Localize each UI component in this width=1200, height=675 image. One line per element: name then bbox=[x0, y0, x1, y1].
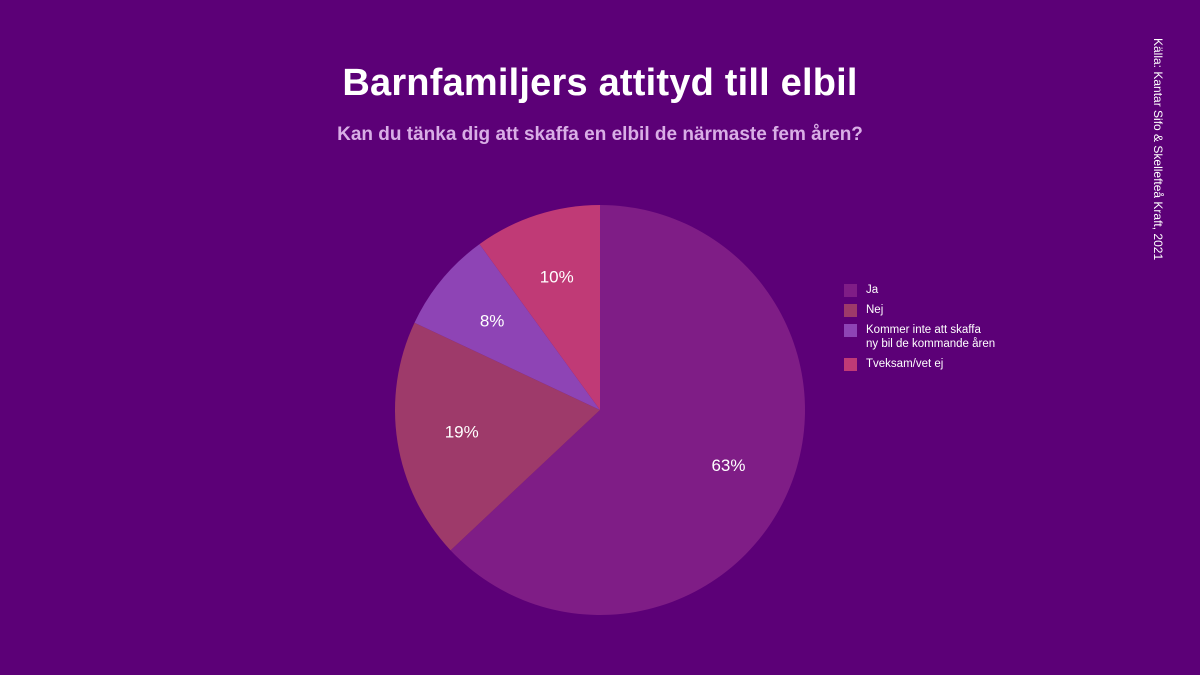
pie-slice-3 bbox=[479, 205, 600, 410]
legend-label: Tveksam/vet ej bbox=[866, 358, 944, 370]
legend-label: Nej bbox=[866, 304, 884, 316]
legend-label: Ja bbox=[866, 284, 879, 296]
legend-item-ja: Ja bbox=[844, 283, 1044, 297]
legend-swatch bbox=[844, 304, 857, 317]
legend-item-kommer-inte: Kommer inte att skaffa ny bil de kommand… bbox=[844, 323, 1044, 351]
legend-label: Kommer inte att skaffa ny bil de kommand… bbox=[866, 324, 996, 350]
slice-data-label-1: 19% bbox=[445, 422, 479, 441]
slice-data-label-3: 10% bbox=[540, 267, 574, 286]
pie-slice-2 bbox=[414, 244, 600, 410]
pie-slice-0 bbox=[450, 205, 806, 615]
slice-data-label-2: 8% bbox=[480, 311, 505, 330]
legend: Ja Nej Kommer inte att skaffa ny bil de … bbox=[844, 283, 1044, 377]
legend-swatch bbox=[844, 358, 857, 371]
legend-item-nej: Nej bbox=[844, 303, 1044, 317]
chart-subtitle: Kan du tänka dig att skaffa en elbil de … bbox=[337, 124, 863, 145]
pie-slice-1 bbox=[395, 322, 600, 551]
legend-swatch bbox=[844, 324, 857, 337]
slice-data-label-0: 63% bbox=[711, 456, 745, 475]
legend-item-tveksam: Tveksam/vet ej bbox=[844, 357, 1044, 371]
legend-swatch bbox=[844, 284, 857, 297]
chart-title: Barnfamiljers attityd till elbil bbox=[342, 62, 858, 104]
